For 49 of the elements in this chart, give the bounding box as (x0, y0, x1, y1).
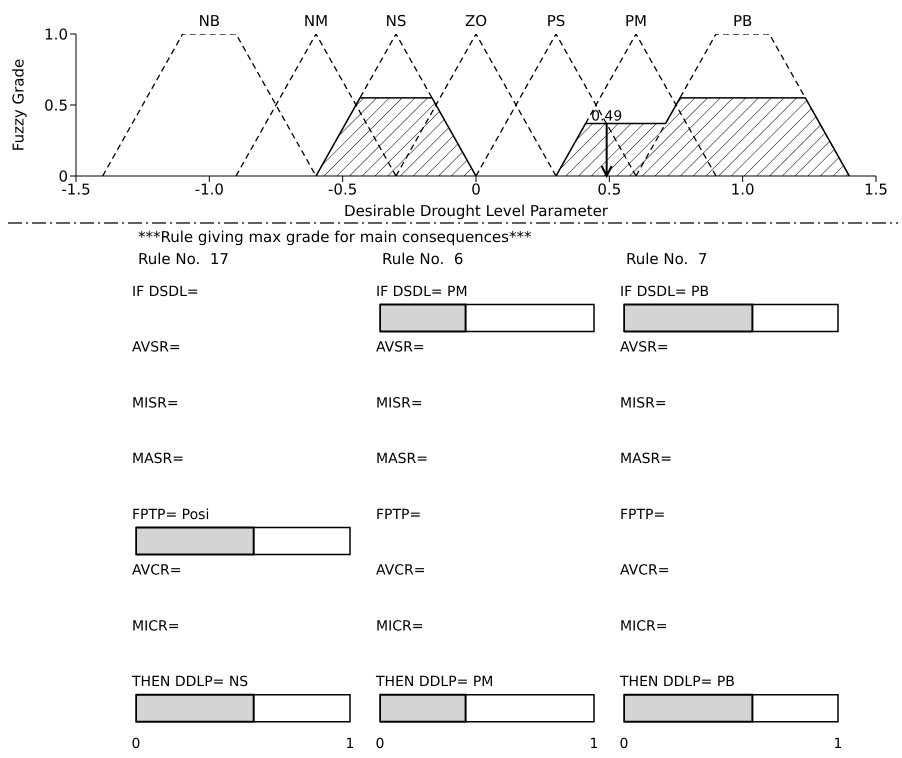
y-tick-label: MICR= (132, 618, 180, 634)
x-tick-label: 1 (346, 736, 354, 752)
y-tick-label: MASR= (376, 451, 428, 468)
series-label: NS (386, 12, 406, 30)
x-tick-label: 1 (834, 736, 842, 752)
y-tick-label: IF DSDL= PB (620, 284, 710, 300)
y-tick-label: AVSR= (376, 340, 425, 356)
y-tick-label: AVCR= (376, 562, 426, 579)
chart-title: ***Rule giving max grade for main consequences*** (138, 228, 532, 246)
x-tick-label: -0.5 (328, 180, 358, 199)
y-tick-label: MASR= (132, 451, 184, 468)
series-label: NM (304, 12, 328, 30)
y-tick-label: MICR= (376, 618, 424, 634)
y-tick-label: MICR= (620, 618, 668, 634)
series-label: PM (625, 12, 647, 30)
y-tick-label: THEN DDLP= PM (375, 674, 494, 690)
y-tick-label: AVCR= (620, 562, 670, 579)
y-tick-label: 0.5 (44, 96, 68, 114)
y-axis-title: Fuzzy Grade (9, 58, 28, 152)
y-tick-label: FPTP= Posi (132, 506, 210, 523)
y-tick-label: MISR= (620, 395, 667, 412)
y-tick-label: AVSR= (132, 340, 181, 356)
y-tick-label: IF DSDL= (132, 284, 199, 300)
y-tick-label: THEN DDLP= NS (131, 674, 248, 690)
series-label: ZO (464, 12, 488, 30)
y-tick-label: MISR= (376, 395, 423, 412)
series-label: NB (198, 12, 220, 30)
y-tick-label: AVCR= (132, 562, 182, 579)
y-tick-label: IF DSDL= PM (376, 284, 468, 300)
series-label: PB (732, 12, 752, 30)
x-tick-label: 0 (471, 180, 481, 199)
y-tick-label: 1.0 (44, 25, 68, 44)
x-tick-label: 1.0 (730, 180, 755, 199)
chart-subtitle: Rule No. 6 (381, 250, 464, 268)
y-tick-label: FPTP= (620, 506, 666, 523)
annotation: 0.49 (591, 108, 622, 124)
chart-subtitle: Rule No. 17 (137, 250, 230, 268)
x-tick-label: 0.5 (597, 180, 622, 199)
x-axis-title: Desirable Drought Level Parameter (344, 202, 609, 220)
y-tick-label: THEN DDLP= PB (619, 674, 735, 690)
x-tick-label: 1.5 (864, 180, 888, 199)
y-tick-label: FPTP= (376, 506, 422, 523)
chart-subtitle: Rule No. 7 (625, 250, 708, 268)
y-tick-label: MISR= (132, 395, 179, 412)
y-tick-label: MASR= (620, 451, 672, 468)
x-tick-label: 1 (590, 736, 598, 752)
x-tick-label: -1.0 (194, 180, 224, 199)
y-tick-label: AVSR= (620, 340, 669, 356)
series-label: PS (546, 12, 566, 30)
